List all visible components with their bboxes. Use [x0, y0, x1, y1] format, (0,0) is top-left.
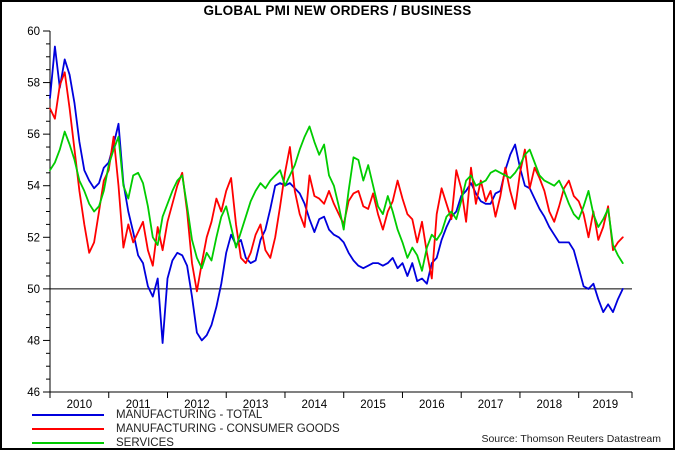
x-tick-label: 2015	[360, 399, 386, 411]
y-tick-label: 60	[27, 26, 40, 38]
series-line-services	[49, 125, 624, 272]
x-tick-label: 2014	[302, 399, 328, 411]
x-tick-label: 2013	[243, 399, 269, 411]
legend-label-manufacturing-total: MANUFACTURING - TOTAL	[116, 409, 263, 421]
legend-line-manufacturing-total	[32, 414, 104, 416]
x-tick-label: 2011	[126, 399, 151, 411]
x-tick-label: 2019	[593, 399, 619, 411]
y-tick-label: 48	[27, 335, 40, 347]
source-note: Source: Thomson Reuters Datastream	[481, 433, 661, 445]
legend: MANUFACTURING - TOTAL MANUFACTURING - CO…	[32, 408, 340, 449]
x-tick-label: 2012	[184, 399, 210, 411]
legend-item: MANUFACTURING - CONSUMER GOODS	[32, 422, 340, 436]
x-tick-label: 2018	[537, 399, 563, 411]
legend-line-services	[32, 442, 104, 444]
series-line-manufacturing-total	[49, 45, 624, 344]
chart-title: GLOBAL PMI NEW ORDERS / BUSINESS	[203, 3, 472, 18]
legend-label-services: SERVICES	[116, 437, 174, 449]
y-tick-label: 50	[27, 284, 40, 296]
y-tick-label: 54	[27, 181, 40, 193]
legend-label-manufacturing-consumer-goods: MANUFACTURING - CONSUMER GOODS	[116, 423, 340, 435]
y-tick-label: 46	[27, 387, 40, 399]
y-tick-label: 56	[27, 129, 40, 141]
x-tick-label: 2017	[478, 399, 504, 411]
legend-item: MANUFACTURING - TOTAL	[32, 408, 340, 422]
series-line-manufacturing-consumer-goods	[49, 71, 624, 293]
legend-line-manufacturing-consumer-goods	[32, 428, 104, 430]
legend-item: SERVICES	[32, 436, 340, 449]
y-tick-label: 58	[27, 78, 40, 90]
y-tick-label: 52	[27, 232, 40, 244]
x-tick-label: 2010	[67, 399, 93, 411]
x-tick-label: 2016	[419, 399, 445, 411]
